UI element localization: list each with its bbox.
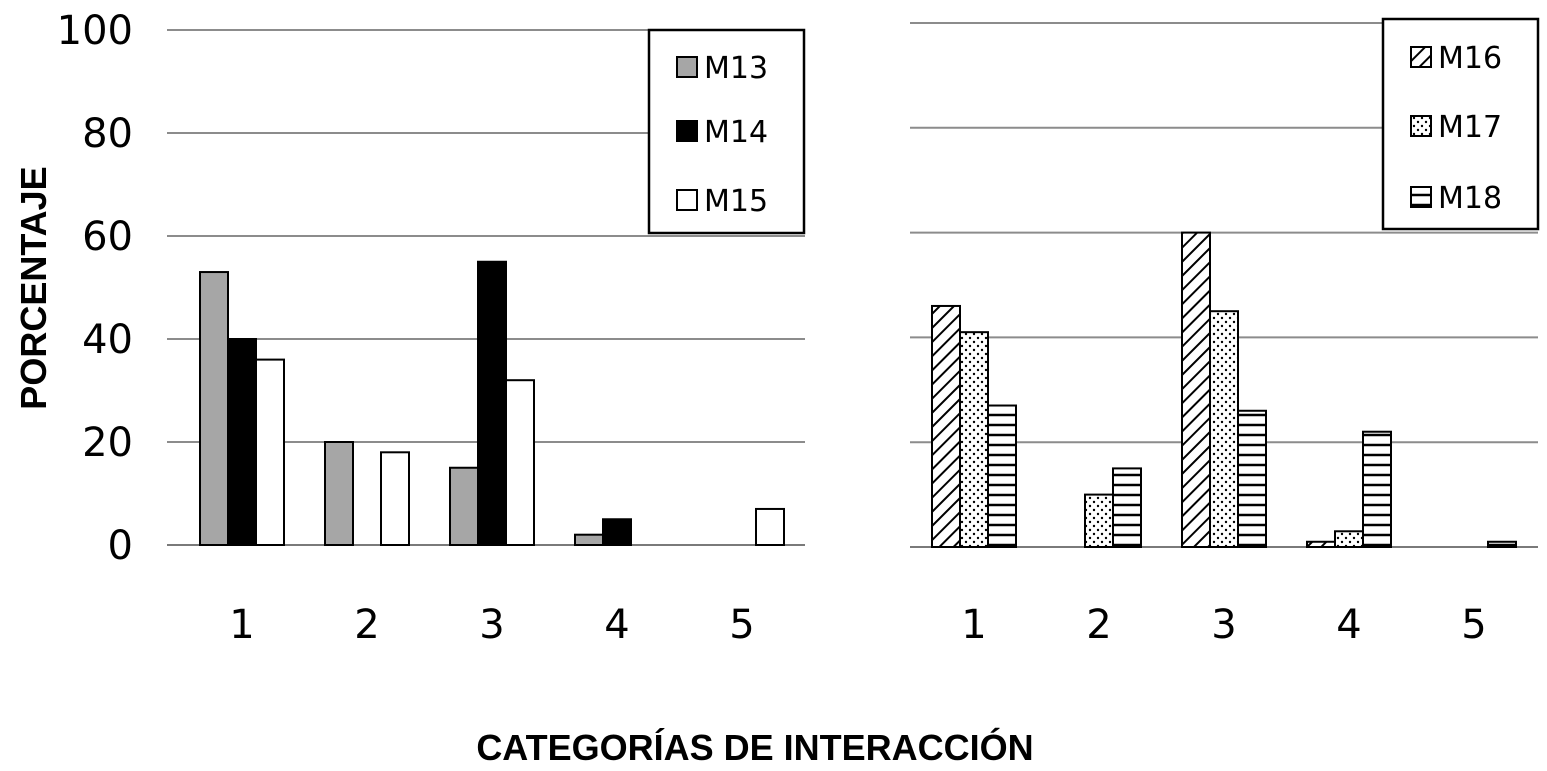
- x-tick-label: 3: [479, 602, 504, 648]
- legend-label-m14: M14: [704, 115, 768, 150]
- y-axis-title: PORCENTAJE: [13, 166, 54, 409]
- bar-m18-cat-3: [1237, 409, 1267, 549]
- bar-m16-cat-4: [1306, 540, 1336, 549]
- legend-swatch-m16: [1410, 46, 1432, 68]
- bar-m15-cat-2: [380, 451, 410, 546]
- x-tick-label: 2: [1086, 602, 1111, 648]
- y-tick-label: 20: [82, 420, 133, 466]
- legend-swatch-m13: [676, 56, 698, 78]
- legend-label-m18: M18: [1438, 181, 1502, 216]
- bar-m17-cat-2: [1084, 493, 1114, 549]
- bar-m15-cat-1: [255, 358, 285, 546]
- bar-m18-cat-5: [1487, 540, 1517, 549]
- y-tick-label: 80: [82, 111, 133, 157]
- legend-box: [647, 28, 806, 235]
- bar-m13-cat-4: [574, 533, 604, 547]
- bar-m13-cat-3: [449, 466, 479, 546]
- bar-m17-cat-4: [1334, 530, 1364, 549]
- legend-swatch-m17: [1410, 115, 1432, 137]
- bar-m13-cat-1: [199, 271, 229, 546]
- y-tick-label: 40: [82, 317, 133, 363]
- chart-left: 0 20 40 60 80 100 1 2 3 4 5 M13 M14 M15: [57, 8, 806, 648]
- x-tick-label: 1: [229, 602, 254, 648]
- bar-m18-cat-2: [1112, 467, 1142, 548]
- bar-m17-cat-3: [1209, 310, 1239, 549]
- x-axis-title: CATEGORÍAS DE INTERACCIÓN: [476, 726, 1033, 768]
- bar-m18-cat-4: [1362, 430, 1392, 548]
- bar-m15-cat-3: [505, 379, 535, 547]
- legend-swatch-m15: [676, 189, 698, 211]
- bar-m15-cat-5: [755, 507, 785, 547]
- y-tick-label: 60: [82, 214, 133, 260]
- bar-m14-cat-4: [602, 518, 632, 546]
- legend-label-m13: M13: [704, 51, 768, 86]
- x-tick-label: 1: [961, 602, 986, 648]
- bar-m16-cat-1: [931, 304, 961, 548]
- bar-m17-cat-1: [959, 331, 989, 548]
- legend-label-m15: M15: [704, 184, 768, 219]
- y-tick-label: 100: [57, 8, 133, 54]
- x-tick-label: 4: [1336, 602, 1361, 648]
- legend-swatch-m14: [676, 120, 698, 142]
- bar-m13-cat-2: [324, 441, 354, 546]
- legend-box: [1381, 17, 1540, 231]
- bar-m14-cat-3: [477, 260, 507, 546]
- x-tick-label: 4: [604, 602, 629, 648]
- x-tick-label: 2: [354, 602, 379, 648]
- y-tick-label: 0: [108, 523, 133, 569]
- x-tick-label: 5: [1461, 602, 1486, 648]
- legend-swatch-m18: [1410, 186, 1432, 208]
- bar-m16-cat-3: [1181, 231, 1211, 548]
- legend-label-m17: M17: [1438, 110, 1502, 145]
- bar-m18-cat-1: [987, 404, 1017, 548]
- bar-m14-cat-1: [227, 338, 257, 546]
- chart-right: 1 2 3 4 5 M16 M17 M18: [910, 17, 1540, 648]
- legend-label-m16: M16: [1438, 41, 1502, 76]
- x-tick-label: 5: [729, 602, 754, 648]
- x-tick-label: 3: [1211, 602, 1236, 648]
